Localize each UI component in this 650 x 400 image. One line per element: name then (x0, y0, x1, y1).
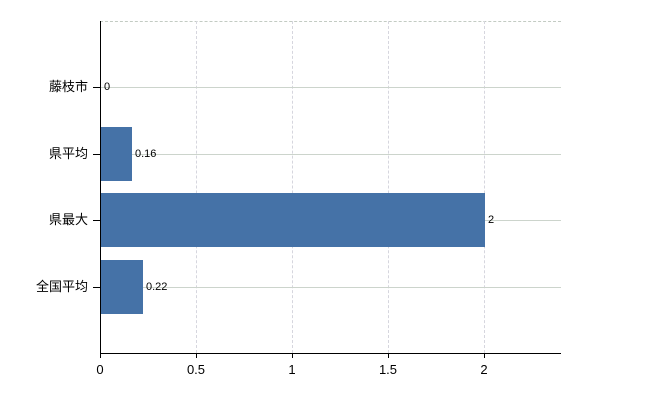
x-axis-line (100, 353, 561, 354)
x-axis-tick (388, 353, 389, 358)
plot-top-border (100, 21, 561, 22)
bar-value-label: 2 (488, 214, 495, 226)
vertical-gridline (196, 21, 197, 353)
y-axis-tick (93, 87, 100, 88)
y-axis-category-label: 全国平均 (35, 279, 88, 294)
y-axis-tick (93, 154, 100, 155)
x-axis-tick-label: 0.5 (186, 362, 206, 377)
bar-value-label: 0.22 (146, 281, 168, 293)
horizontal-gridline (100, 287, 561, 288)
horizontal-gridline (100, 87, 561, 88)
x-axis-tick-label: 1 (288, 362, 296, 377)
x-axis-tick (484, 353, 485, 358)
vertical-gridline (484, 21, 485, 353)
y-axis-category-label: 県平均 (48, 146, 88, 161)
y-axis-tick (93, 287, 100, 288)
bar-value-label: 0.16 (135, 148, 157, 160)
x-axis-tick-label: 1.5 (378, 362, 398, 377)
x-axis-tick (100, 353, 101, 358)
bar[interactable] (101, 260, 143, 314)
y-axis-tick (93, 220, 100, 221)
y-axis-category-label: 県最大 (48, 212, 88, 227)
bar[interactable] (101, 127, 132, 181)
x-axis-tick-label: 2 (480, 362, 488, 377)
vertical-gridline (292, 21, 293, 353)
x-axis-tick (196, 353, 197, 358)
y-axis-line (100, 21, 101, 354)
y-axis-category-label: 藤枝市 (48, 79, 88, 94)
bar-value-label: 0 (104, 81, 111, 93)
x-axis-tick-label: 0 (96, 362, 104, 377)
x-axis-tick (292, 353, 293, 358)
horizontal-gridline (100, 154, 561, 155)
vertical-gridline (388, 21, 389, 353)
bar[interactable] (101, 193, 485, 247)
